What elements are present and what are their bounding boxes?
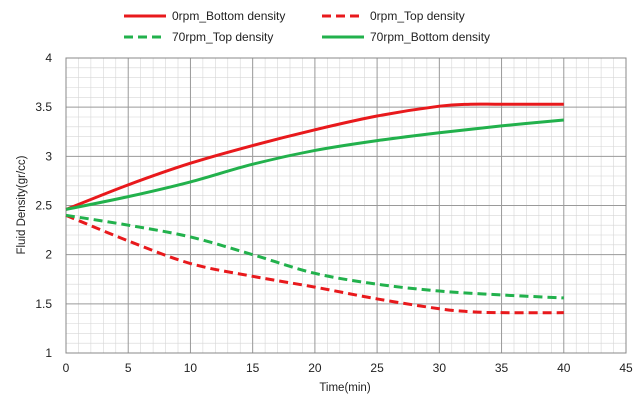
y-tick-label: 1.5	[35, 297, 52, 311]
x-tick-label: 5	[125, 361, 132, 375]
x-tick-label: 10	[184, 361, 198, 375]
x-axis-ticks: 0 5 10 15 20 25 30 35 40 45	[63, 361, 633, 375]
x-tick-label: 35	[495, 361, 509, 375]
y-axis-title: Fluid Density(gr/cc)	[16, 155, 28, 254]
y-tick-label: 3.5	[35, 100, 52, 114]
x-tick-label: 25	[370, 361, 384, 375]
y-tick-label: 2	[45, 248, 52, 262]
x-tick-label: 0	[63, 361, 70, 375]
legend-label: 0rpm_Top density	[370, 9, 465, 23]
x-tick-label: 45	[619, 361, 633, 375]
legend: 0rpm_Bottom density 0rpm_Top density 70rpm…	[124, 9, 490, 44]
legend-label: 0rpm_Bottom density	[172, 9, 285, 23]
y-tick-label: 4	[45, 51, 52, 65]
y-tick-label: 1	[45, 346, 52, 360]
y-axis-ticks: 1 1.5 2 2.5 3 3.5 4	[35, 51, 52, 360]
legend-label: 70rpm_Top density	[172, 30, 273, 44]
x-tick-label: 40	[557, 361, 571, 375]
x-tick-label: 15	[246, 361, 260, 375]
y-tick-label: 3	[45, 149, 52, 163]
legend-label: 70rpm_Bottom density	[370, 30, 490, 44]
major-grid	[66, 58, 626, 353]
x-tick-label: 20	[308, 361, 322, 375]
x-axis-title: Time(min)	[319, 382, 370, 394]
y-tick-label: 2.5	[35, 199, 52, 213]
x-tick-label: 30	[433, 361, 447, 375]
